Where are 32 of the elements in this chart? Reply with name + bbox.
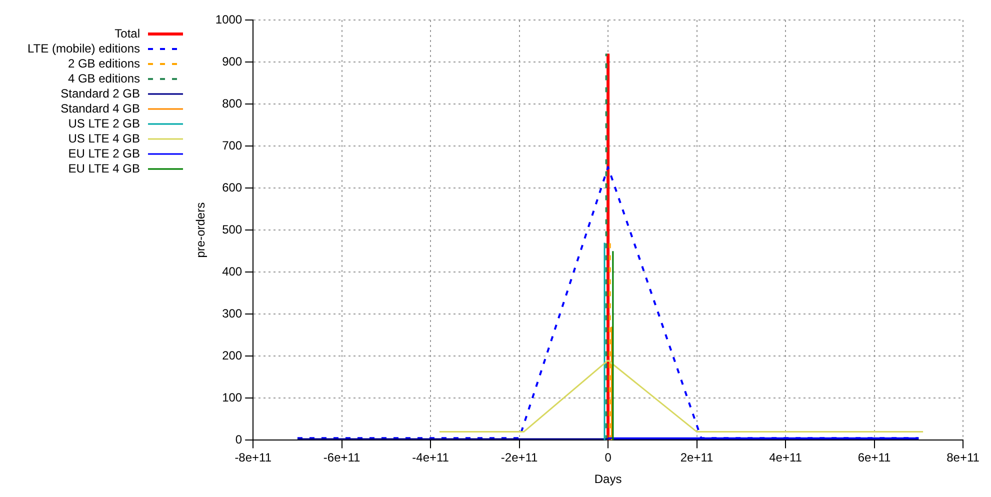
x-tick-label: -4e+11 <box>412 450 450 465</box>
x-axis-title: Days <box>594 472 622 486</box>
y-tick-label: 300 <box>222 306 242 320</box>
x-tick-label: 2e+11 <box>680 450 714 465</box>
y-tick-label: 400 <box>222 264 242 278</box>
legend-label: 4 GB editions <box>68 71 140 86</box>
y-tick-label: 700 <box>222 138 242 152</box>
legend-label: EU LTE 4 GB <box>68 161 140 176</box>
legend-label: LTE (mobile) editions <box>28 41 140 56</box>
y-tick-label: 600 <box>222 180 242 194</box>
x-tick-label: 6e+11 <box>858 450 891 465</box>
y-tick-label: 1000 <box>215 12 242 26</box>
y-axis-title: pre-orders <box>194 202 208 258</box>
y-tick-label: 900 <box>222 54 242 68</box>
legend-label: US LTE 2 GB <box>68 116 140 130</box>
x-tick-label: 0 <box>604 450 612 465</box>
legend-label: 2 GB editions <box>68 56 140 70</box>
x-tick-label: -2e+11 <box>500 450 538 465</box>
y-tick-label: 800 <box>222 96 242 110</box>
legend-label: Standard 4 GB <box>60 101 140 116</box>
y-tick-label: 100 <box>222 390 242 404</box>
x-tick-label: 8e+11 <box>946 450 980 465</box>
legend-label: Standard 2 GB <box>60 86 140 100</box>
y-tick-label: 200 <box>222 348 242 362</box>
x-tick-label: -6e+11 <box>323 450 361 465</box>
legend-label: US LTE 4 GB <box>68 131 140 146</box>
y-tick-label: 0 <box>235 432 242 447</box>
legend-label: EU LTE 2 GB <box>68 146 140 160</box>
legend-label: Total <box>114 26 140 40</box>
y-tick-label: 500 <box>222 222 242 236</box>
x-tick-label: 4e+11 <box>769 450 802 465</box>
x-tick-label: -8e+11 <box>234 450 272 465</box>
